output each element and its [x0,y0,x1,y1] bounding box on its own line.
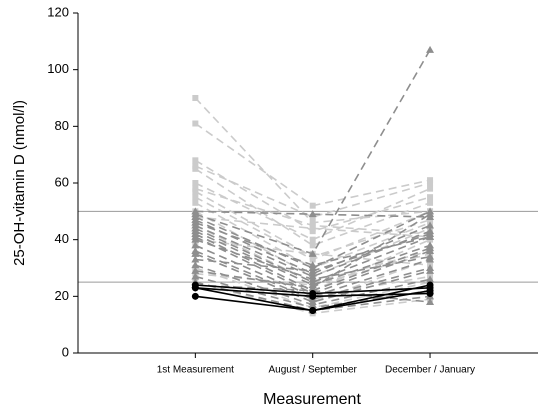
point [309,242,316,249]
y-tick-label: 40 [55,231,69,246]
y-tick-label: 120 [47,4,69,19]
point [426,230,435,237]
series-line [195,230,431,286]
y-tick-label: 100 [47,61,69,76]
y-tick-label: 60 [55,174,69,189]
point [426,210,435,218]
series-line [195,219,431,275]
x-tick-label: December / January [385,365,475,376]
point [427,185,434,192]
point [192,199,199,206]
point [309,307,317,314]
x-axis-title: Measurement [263,391,361,408]
point [191,261,200,269]
series-line [195,165,431,218]
series-line [194,168,431,247]
y-tick-label: 20 [55,288,69,303]
point [427,199,434,206]
point [426,298,435,305]
point [426,266,435,274]
point [426,247,435,254]
y-tick-label: 0 [62,344,69,359]
point [427,194,434,201]
point [191,235,200,243]
point [192,188,199,195]
point [308,261,317,269]
point [191,241,200,249]
point [426,275,435,283]
y-axis-title: 25-OH-vitamin D (nmol/l) [11,100,28,266]
point [191,284,199,292]
point [191,249,200,257]
point [426,45,435,53]
point [308,266,317,274]
point [309,202,316,209]
point [192,95,199,101]
point [192,165,199,172]
point [191,272,200,280]
series-line [195,227,431,284]
point [426,255,435,263]
x-tick-label: 1st Measurement [157,365,234,376]
point [191,292,199,300]
point [426,281,434,289]
point [192,194,199,201]
point [309,256,316,263]
point [191,255,200,263]
x-tick-label: August / September [268,365,357,376]
point [426,221,435,229]
point [192,180,199,186]
point [191,266,200,274]
series-line [195,253,431,303]
point [309,292,317,300]
point [308,249,317,257]
y-tick-label: 80 [55,118,69,133]
point [309,236,316,243]
point [308,275,317,283]
series-line [195,244,431,298]
point [427,180,434,186]
series-line [195,210,431,269]
point [426,287,434,295]
point [192,120,199,127]
point [309,225,316,232]
series-line [195,250,431,301]
point [192,157,199,164]
point [308,210,317,218]
